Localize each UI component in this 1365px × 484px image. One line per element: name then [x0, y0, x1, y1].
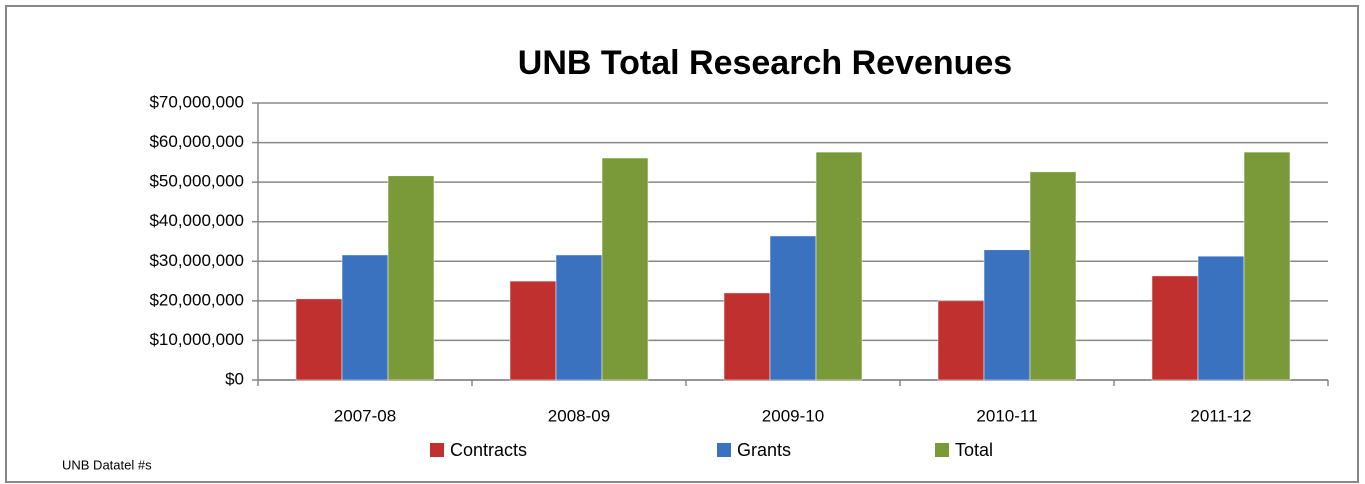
x-tick-label: 2009-10: [762, 406, 824, 425]
y-tick-label: $20,000,000: [149, 290, 244, 309]
x-tick-label: 2010-11: [976, 406, 1037, 425]
bar: [295, 298, 343, 381]
bar: [601, 157, 649, 381]
legend-swatch: [430, 443, 444, 457]
bar: [555, 254, 603, 381]
bar: [1197, 255, 1245, 381]
bar: [723, 292, 771, 381]
y-tick-label: $40,000,000: [149, 211, 244, 230]
bar: [1151, 275, 1199, 381]
bar: [815, 151, 863, 381]
legend-label: Total: [955, 440, 993, 460]
legend-swatch: [935, 443, 949, 457]
x-tick-label: 2007-08: [334, 406, 396, 425]
y-tick-label: $60,000,000: [149, 132, 244, 151]
bar: [341, 254, 389, 381]
annotation: UNB Datatel #s: [62, 457, 152, 472]
bar: [937, 300, 985, 381]
chart-frame: [5, 5, 1359, 483]
bar: [387, 175, 435, 381]
bar: [983, 249, 1031, 381]
bar: [769, 235, 817, 381]
y-tick-label: $70,000,000: [149, 92, 244, 111]
bar: [509, 280, 557, 381]
legend-label: Contracts: [450, 440, 527, 460]
chart-title: UNB Total Research Revenues: [518, 44, 1012, 82]
y-tick-label: $0: [225, 369, 244, 388]
x-tick-label: 2011-12: [1190, 406, 1251, 425]
legend-label: Grants: [737, 440, 791, 460]
legend-swatch: [717, 443, 731, 457]
y-tick-label: $10,000,000: [149, 330, 244, 349]
y-tick-label: $50,000,000: [149, 172, 244, 191]
bar: [1243, 151, 1291, 381]
bar: [1029, 171, 1077, 381]
y-tick-label: $30,000,000: [149, 251, 244, 270]
x-tick-label: 2008-09: [548, 406, 610, 425]
